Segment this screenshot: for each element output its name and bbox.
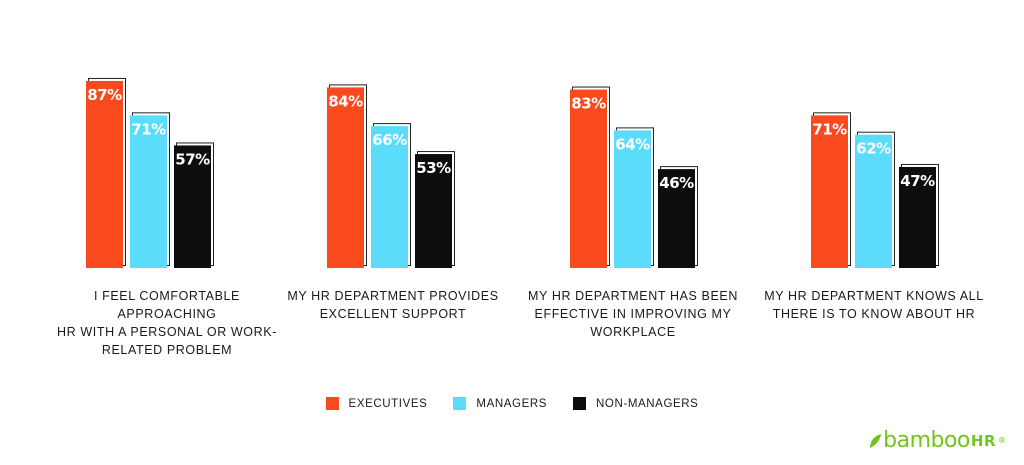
data-label-non-managers-2: 46%	[659, 174, 694, 192]
category-label-line: RELATED PROBLEM	[101, 343, 233, 357]
legend: EXECUTIVES MANAGERS NON-MANAGERS	[0, 397, 1024, 410]
category-label-line: I FEEL COMFORTABLE APPROACHING	[93, 289, 240, 321]
bar-executives-3[interactable]	[811, 115, 848, 268]
legend-label-non-managers: NON-MANAGERS	[596, 397, 699, 410]
category-label-0: I FEEL COMFORTABLE APPROACHING HR WITH A …	[52, 287, 282, 359]
category-label-2: MY HR DEPARTMENT HAS BEEN EFFECTIVE IN IM…	[518, 287, 748, 341]
bar-managers-0[interactable]	[130, 115, 167, 268]
data-label-managers-1: 66%	[372, 131, 407, 149]
bar-non-managers-0[interactable]	[174, 145, 211, 268]
logo-registered-mark: ®	[998, 436, 1006, 445]
legend-swatch-managers	[453, 397, 467, 410]
logo-hr-text: HR	[970, 431, 996, 450]
legend-item-executives[interactable]: EXECUTIVES	[325, 397, 428, 410]
category-label-line: MY HR DEPARTMENT KNOWS ALL	[764, 289, 984, 303]
logo-text: bamboo	[883, 428, 970, 453]
bar-executives-0[interactable]	[86, 80, 123, 268]
bar-executives-2[interactable]	[570, 89, 607, 268]
data-label-executives-0: 87%	[87, 86, 122, 104]
legend-swatch-non-managers	[573, 397, 587, 410]
category-label-line: THERE IS TO KNOW ABOUT HR	[772, 307, 976, 321]
data-label-executives-3: 71%	[812, 120, 847, 138]
bar-managers-2[interactable]	[614, 130, 651, 268]
category-label-line: WORKPLACE	[590, 325, 676, 339]
category-label-line: EFFECTIVE IN IMPROVING MY	[534, 307, 732, 321]
data-label-non-managers-3: 47%	[900, 172, 935, 190]
data-label-executives-2: 83%	[571, 95, 606, 113]
legend-label-executives: EXECUTIVES	[348, 397, 428, 410]
category-label-3: MY HR DEPARTMENT KNOWS ALL THERE IS TO KN…	[759, 287, 989, 323]
leaf-icon	[870, 433, 882, 448]
bar-executives-1[interactable]	[327, 87, 364, 269]
data-label-non-managers-1: 53%	[416, 159, 451, 177]
category-label-line: MY HR DEPARTMENT HAS BEEN	[528, 289, 738, 303]
data-label-non-managers-0: 57%	[175, 150, 210, 168]
bar-managers-3[interactable]	[855, 134, 892, 268]
legend-swatch-executives	[325, 397, 339, 410]
category-label-1: MY HR DEPARTMENT PROVIDES EXCELLENT SUPPO…	[278, 287, 508, 323]
category-label-line: MY HR DEPARTMENT PROVIDES	[287, 289, 499, 303]
bar-managers-1[interactable]	[371, 126, 408, 268]
legend-item-non-managers[interactable]: NON-MANAGERS	[573, 397, 698, 410]
data-label-managers-0: 71%	[131, 120, 166, 138]
category-label-line: EXCELLENT SUPPORT	[319, 307, 467, 321]
bar-non-managers-1[interactable]	[415, 154, 452, 268]
data-label-managers-2: 64%	[615, 135, 650, 153]
bar-non-managers-3[interactable]	[899, 166, 936, 268]
category-label-line: HR WITH A PERSONAL OR WORK-	[57, 325, 277, 339]
legend-label-managers: MANAGERS	[476, 397, 548, 410]
data-label-executives-1: 84%	[328, 92, 363, 110]
legend-item-managers[interactable]: MANAGERS	[453, 397, 547, 410]
bamboohr-logo: bamboo HR ®	[868, 428, 1006, 453]
data-label-managers-3: 62%	[856, 140, 891, 158]
bar-non-managers-2[interactable]	[658, 169, 695, 268]
